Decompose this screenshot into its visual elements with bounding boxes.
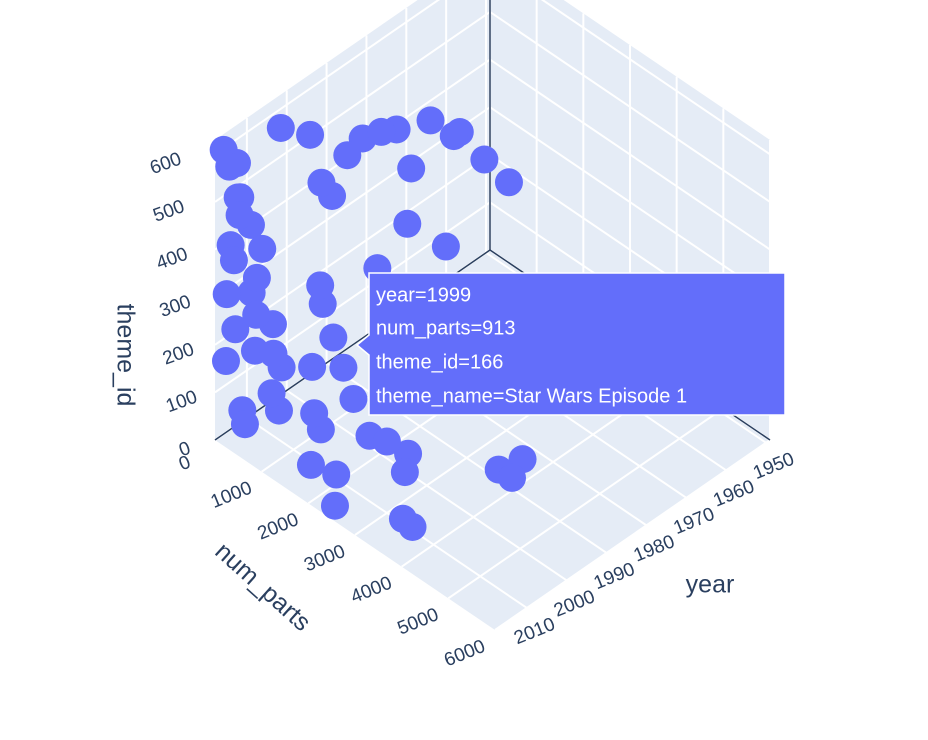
y-tick-label: 3000 [301, 541, 348, 576]
point [296, 120, 325, 149]
grid-line [214, 0, 441, 156]
x-tick-label: 2000 [551, 586, 598, 621]
tooltip-line: year=1999 [376, 284, 471, 306]
point [300, 399, 329, 428]
z-tick-label: 500 [150, 196, 187, 227]
point [211, 347, 240, 376]
point [212, 280, 241, 309]
grid-line [494, 439, 771, 631]
x-tick-label: 1950 [750, 449, 797, 484]
point [248, 234, 277, 263]
tooltip-box [355, 272, 786, 416]
x-tick-label: 1980 [631, 531, 678, 566]
point [221, 315, 250, 344]
z-axis-title: theme_id [111, 304, 139, 407]
point [416, 106, 445, 135]
grid-line [540, 0, 771, 156]
y-tick-label: 6000 [441, 636, 488, 671]
hover-tooltip: year=1999 num_parts=913 theme_id=166 the… [355, 272, 786, 416]
point [393, 209, 422, 238]
point [388, 504, 417, 533]
x-tick-label: 1970 [671, 504, 718, 539]
x-axis-title: year [686, 571, 735, 599]
point [259, 339, 288, 368]
point [307, 168, 336, 197]
grid-line [447, 407, 724, 600]
tooltip-line: num_parts=913 [376, 317, 516, 339]
point [372, 427, 401, 456]
grid-line [489, 58, 771, 251]
tooltip-line: theme_id=166 [376, 351, 503, 373]
point [319, 323, 348, 352]
y-tick-label: 1000 [208, 478, 255, 513]
point [242, 300, 271, 329]
point [306, 271, 335, 300]
x-tick-label: 2010 [511, 614, 558, 649]
z-tick-label: 100 [163, 387, 200, 418]
x-tick-label: 1990 [591, 559, 638, 594]
point [296, 450, 325, 479]
z-tick-label: 600 [147, 149, 184, 180]
point [329, 353, 358, 382]
point [257, 379, 286, 408]
y-tick-label: 4000 [348, 573, 395, 608]
z-tick-label: 400 [154, 244, 191, 275]
point [397, 154, 426, 183]
grid-line [214, 11, 491, 203]
point [470, 145, 499, 174]
point [390, 458, 419, 487]
point [219, 246, 248, 275]
point [215, 152, 244, 181]
point [498, 463, 526, 492]
point [225, 201, 254, 230]
y-axis-title: num_parts [210, 537, 317, 637]
point [439, 122, 468, 151]
y-tick-label: 2000 [255, 509, 302, 544]
point [431, 232, 460, 261]
point [230, 410, 259, 439]
point [322, 460, 351, 489]
point [266, 113, 295, 142]
point [298, 352, 327, 381]
z-tick-label: 300 [157, 291, 194, 322]
point [242, 263, 271, 292]
point [320, 491, 349, 520]
point [494, 168, 523, 197]
point [333, 141, 362, 170]
z-tick-label: 200 [160, 339, 197, 370]
x-tick-label: 1960 [710, 476, 757, 511]
point [367, 117, 396, 146]
point [339, 384, 368, 413]
grid-line [489, 106, 771, 298]
grid-line [489, 11, 771, 203]
tooltip-line: theme_name=Star Wars Episode 1 [376, 385, 687, 407]
y-tick-label: 5000 [395, 604, 442, 639]
